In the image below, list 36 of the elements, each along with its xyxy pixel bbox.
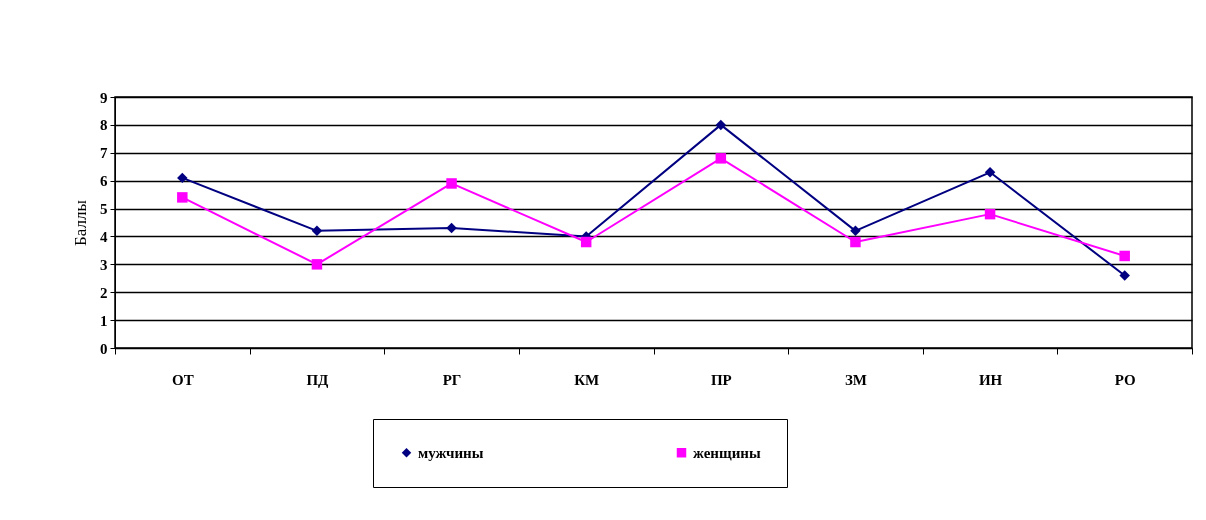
point	[715, 153, 727, 164]
y-tick-label: 3	[100, 256, 108, 273]
point	[177, 172, 188, 184]
y-tick-label: 2	[100, 284, 108, 301]
y-tick-label: 1	[100, 312, 108, 329]
point	[850, 236, 861, 248]
y-tick-label: 4	[100, 228, 108, 245]
x-tick-label: ПР	[710, 371, 732, 388]
y-axis-title: Баллы	[71, 199, 90, 246]
x-tick-label: ПД	[306, 371, 330, 388]
point	[446, 222, 457, 234]
y-tick-label: 8	[100, 117, 108, 134]
legend-label: женщины	[693, 444, 761, 461]
x-tick-label: РГ	[442, 371, 462, 388]
y-tick-label: 5	[100, 201, 108, 218]
x-tick-label: РО	[1114, 371, 1136, 388]
point	[311, 259, 323, 270]
x-tick-label: ЗМ	[844, 371, 867, 388]
point	[580, 236, 592, 248]
point	[1119, 250, 1130, 262]
point	[1119, 270, 1130, 281]
point	[984, 167, 996, 178]
y-tick-label: 9	[100, 89, 108, 106]
point	[984, 208, 996, 220]
point	[446, 178, 457, 189]
point	[850, 225, 861, 237]
x-tick-label: КМ	[574, 371, 600, 388]
point	[177, 192, 188, 203]
point	[311, 225, 323, 237]
y-tick-label: 6	[100, 173, 108, 190]
legend-label: мужчины	[418, 444, 484, 461]
y-tick-label: 0	[100, 340, 108, 357]
x-tick-label: ОТ	[171, 371, 194, 388]
point	[715, 119, 727, 131]
x-tick-label: ИН	[978, 371, 1003, 388]
y-tick-label: 7	[100, 145, 108, 162]
